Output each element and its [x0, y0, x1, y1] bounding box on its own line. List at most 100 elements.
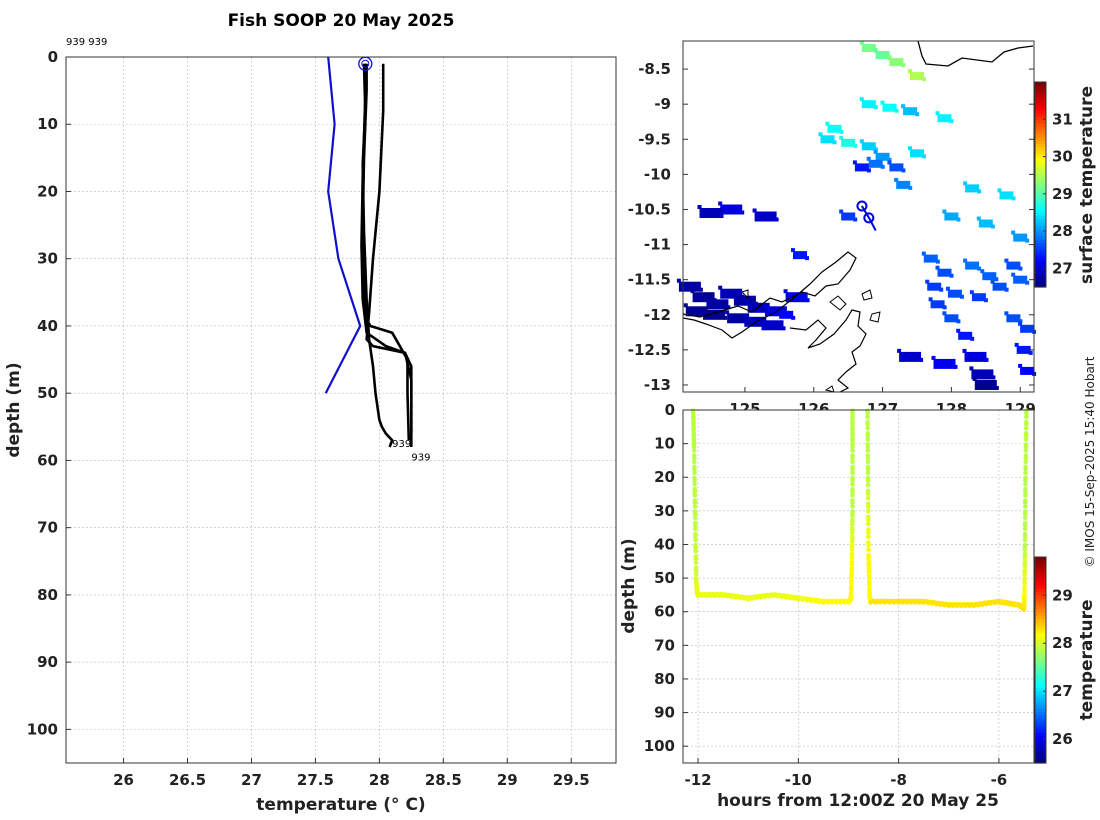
section-point [850, 464, 855, 470]
section-point [850, 526, 855, 531]
sst-cell [868, 159, 883, 168]
colorbar-swatch [1035, 752, 1046, 757]
sst-cell [880, 100, 885, 105]
sst-cell [930, 300, 945, 309]
sst-cell [727, 313, 750, 324]
sst-cell [990, 279, 995, 284]
sst-cell [718, 201, 723, 206]
sst-cell [1018, 321, 1023, 326]
sst-cell [861, 142, 876, 151]
sst-cell [861, 44, 876, 52]
section-point [1022, 576, 1027, 582]
colorbar-swatch [1035, 605, 1046, 610]
colorbar-swatch [1035, 92, 1046, 97]
section-axes-frame [682, 409, 1035, 764]
section-ytick-label: 0 [665, 401, 675, 419]
colorbar-swatch [1035, 560, 1046, 565]
sst-cell [965, 261, 980, 270]
colorbar-swatch [1035, 653, 1046, 658]
sst-cell [935, 265, 940, 270]
section-point [866, 547, 871, 552]
section-point [866, 508, 871, 514]
sst-cell [1013, 233, 1028, 242]
sst-cell [1018, 363, 1023, 368]
colorbar-swatch [1035, 263, 1046, 268]
colorbar-swatch [1035, 116, 1046, 121]
section-point [1022, 526, 1028, 532]
colorbar-swatch [1035, 574, 1046, 579]
sst-cell [745, 299, 750, 304]
profile-end-label: 939 [392, 439, 411, 450]
colorbar-swatch [1035, 85, 1046, 90]
sst-cell [944, 314, 959, 323]
section-point [865, 433, 870, 438]
section-point [693, 560, 699, 565]
section-point [866, 576, 872, 581]
sst-cell [839, 135, 844, 140]
colorbar-swatch [1035, 136, 1046, 141]
sst-cell [944, 212, 959, 221]
section-point [850, 425, 855, 430]
colorbar-swatch [1035, 228, 1046, 233]
map-ytick-label: -11.5 [628, 271, 671, 289]
sst-cell [974, 380, 997, 390]
colorbar-swatch [1035, 119, 1046, 124]
section-point [1024, 408, 1029, 414]
section-point [693, 537, 698, 543]
section-point [865, 437, 870, 442]
colorbar-swatch [1035, 642, 1046, 647]
section-point [848, 590, 854, 596]
coast-islands [741, 289, 881, 393]
section-point [693, 567, 699, 573]
colorbar-swatch [1035, 181, 1046, 186]
colorbar-swatch [1035, 280, 1046, 285]
section-point [865, 478, 871, 484]
colorbar-swatch [1035, 126, 1046, 131]
sst-cell [692, 292, 715, 303]
section-point [865, 455, 871, 461]
section-point [866, 569, 872, 575]
sst-cell [781, 326, 786, 331]
colorbar-swatch [1035, 711, 1046, 716]
sst-cell [901, 104, 906, 109]
sst-cell [676, 278, 681, 283]
sst-cell [793, 251, 807, 260]
colorbar-frame [1034, 556, 1047, 764]
colorbar-swatch [1035, 656, 1046, 661]
section-point [865, 422, 870, 427]
section-point [691, 416, 696, 422]
section-point [866, 534, 871, 540]
section-point [1022, 593, 1027, 598]
sst-cell [859, 41, 864, 45]
sst-cell [704, 296, 709, 301]
sst-cell [880, 164, 885, 169]
colorbar-swatch [1035, 704, 1046, 709]
sst-cell [1014, 342, 1019, 347]
sst-cell [852, 160, 857, 165]
section-point [692, 459, 697, 465]
section-point [849, 572, 854, 577]
colorbar-swatch [1035, 215, 1046, 220]
sst-cell [896, 180, 911, 189]
sst-cell [1018, 319, 1023, 324]
section-ylabel: depth (m) [619, 538, 639, 633]
sst-cell [894, 108, 899, 113]
sst-cell [908, 69, 912, 74]
colorbar-swatch [1035, 266, 1046, 271]
sst-cell [963, 258, 968, 263]
profile-xlabel: temperature (° C) [256, 795, 425, 815]
colorbar-swatch [1035, 150, 1046, 155]
profile-xtick-label: 27 [241, 771, 262, 789]
section-point [849, 565, 855, 571]
sst-cell [982, 272, 997, 281]
sst-cell [841, 212, 856, 221]
sst-cell [697, 205, 702, 209]
sst-cell [720, 288, 743, 299]
profile-xtick-label: 29.5 [553, 771, 590, 789]
section-point [866, 521, 871, 527]
colorbar-swatch [1035, 177, 1046, 182]
section-point [693, 522, 698, 528]
sst-cell [754, 211, 777, 222]
colorbar-swatch [1035, 567, 1046, 572]
sst-cell [805, 298, 810, 303]
